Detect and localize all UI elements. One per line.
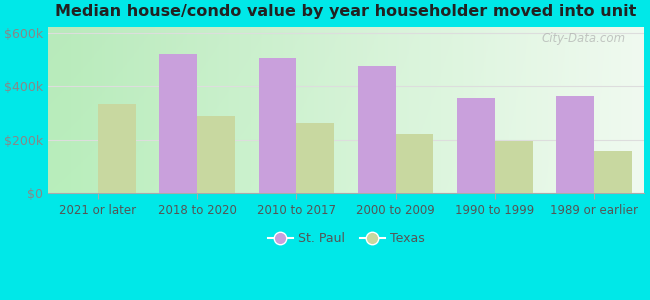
Bar — [259, 58, 296, 193]
Bar — [457, 98, 495, 193]
Bar — [495, 141, 532, 193]
Bar — [98, 103, 135, 193]
Title: Median house/condo value by year householder moved into unit: Median house/condo value by year househo… — [55, 4, 636, 19]
Bar — [396, 134, 434, 193]
Bar — [556, 96, 594, 193]
Bar — [358, 66, 396, 193]
Bar — [197, 116, 235, 193]
Bar — [296, 123, 334, 193]
Legend: St. Paul, Texas: St. Paul, Texas — [263, 227, 430, 250]
Text: City-Data.com: City-Data.com — [542, 32, 626, 45]
Bar — [159, 54, 197, 193]
Bar — [594, 151, 632, 193]
